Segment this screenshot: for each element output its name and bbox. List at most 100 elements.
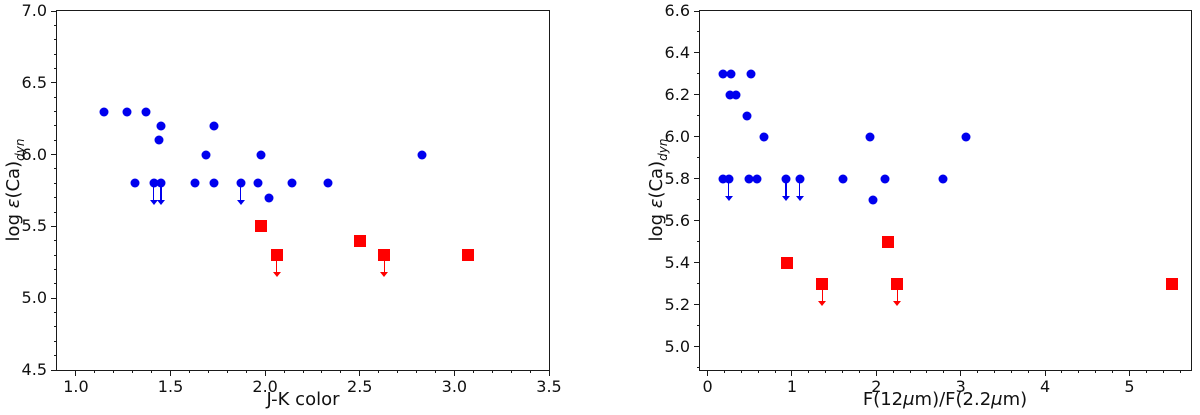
y-minor-tick xyxy=(54,211,57,213)
x-minor-tick xyxy=(892,370,894,373)
y-tick-label: 6.4 xyxy=(664,42,690,62)
blue-circle-marker xyxy=(746,69,756,79)
y-major-tick xyxy=(694,136,700,138)
y-major-tick xyxy=(51,225,57,227)
blue-circle-marker xyxy=(323,178,333,188)
x-major-tick xyxy=(791,370,793,376)
y-major-tick xyxy=(51,82,57,84)
x-minor-tick xyxy=(858,370,860,373)
y-major-tick xyxy=(51,10,57,12)
blue-circle-marker xyxy=(752,174,762,184)
blue-circle-marker xyxy=(141,107,151,117)
x-major-tick xyxy=(75,370,77,376)
upper-limit-arrow-stem xyxy=(821,286,823,302)
red-square-marker xyxy=(1165,277,1178,290)
blue-circle-marker xyxy=(838,174,848,184)
red-square-marker xyxy=(270,249,283,262)
y-tick-label: 5.5 xyxy=(21,216,47,236)
y-major-tick xyxy=(694,220,700,222)
upper-limit-arrow-head xyxy=(782,195,791,201)
x-tick-label: 3 xyxy=(955,377,966,396)
ylabel-prefix: log xyxy=(3,208,25,242)
x-minor-tick xyxy=(1162,370,1164,373)
upper-limit-arrow-head xyxy=(236,200,245,206)
upper-limit-arrow-head xyxy=(818,300,827,306)
y-minor-tick xyxy=(54,39,57,41)
x-minor-tick xyxy=(529,370,531,373)
blue-circle-marker xyxy=(149,178,158,188)
x-minor-tick xyxy=(113,370,115,373)
upper-limit-arrow-stem xyxy=(152,186,155,202)
x-minor-tick xyxy=(757,370,759,373)
x-major-tick xyxy=(548,370,550,376)
y-minor-tick xyxy=(54,96,57,98)
y-major-tick xyxy=(694,10,700,12)
x-tick-label: 3.0 xyxy=(441,377,468,396)
y-minor-tick xyxy=(697,367,700,369)
upper-limit-arrow-stem xyxy=(896,286,899,302)
red-square-marker xyxy=(816,277,829,290)
y-minor-tick xyxy=(697,241,700,243)
y-minor-tick xyxy=(54,240,57,242)
plot-area-right: 0 1 2 3 4 5 5.0 5.2 5.4 5.6 5.8 6.0 6.2 6.4 6.6 xyxy=(665,3,1192,395)
x-minor-tick xyxy=(510,370,512,373)
blue-circle-marker xyxy=(724,174,734,184)
y-major-tick xyxy=(694,178,700,180)
x-tick-label: 1 xyxy=(786,377,798,396)
x-minor-tick xyxy=(740,370,742,373)
upper-limit-arrow-head xyxy=(157,200,166,206)
blue-circle-marker xyxy=(209,178,219,188)
y-minor-tick xyxy=(54,139,57,141)
y-minor-tick xyxy=(697,283,700,285)
y-minor-tick xyxy=(54,197,57,199)
blue-circle-marker xyxy=(865,132,875,142)
y-tick-label: 6.6 xyxy=(664,1,690,20)
ylabel-subscript: dyn xyxy=(12,138,27,161)
epsilon-symbol: ε xyxy=(3,198,25,209)
y-tick-label: 6.0 xyxy=(664,126,690,146)
upper-limit-arrow-head xyxy=(272,272,281,278)
xlabel-part: F(12 xyxy=(862,389,904,410)
y-tick-label: 4.5 xyxy=(21,360,47,379)
x-tick-label: 4 xyxy=(1039,377,1051,396)
y-minor-tick xyxy=(697,157,700,159)
x-minor-tick xyxy=(1061,370,1063,373)
x-minor-tick xyxy=(1010,370,1012,373)
blue-circle-marker xyxy=(122,107,132,117)
x-minor-tick xyxy=(283,370,285,373)
x-tick-label: 1.0 xyxy=(63,377,89,396)
x-major-tick xyxy=(359,370,361,376)
y-tick-label: 5.8 xyxy=(664,168,690,188)
blue-circle-marker xyxy=(744,174,754,184)
x-minor-tick xyxy=(378,370,380,373)
y-minor-tick xyxy=(697,73,700,75)
blue-circle-marker xyxy=(256,150,266,160)
x-major-tick xyxy=(170,370,172,376)
y-minor-tick xyxy=(54,355,57,357)
upper-limit-arrow-head xyxy=(380,272,389,278)
x-axis-label-left: J-K color xyxy=(266,389,340,410)
x-minor-tick xyxy=(226,370,228,373)
blue-circle-marker xyxy=(795,174,805,184)
blue-circle-marker xyxy=(209,121,219,131)
y-minor-tick xyxy=(697,31,700,33)
y-minor-tick xyxy=(697,325,700,327)
blue-circle-marker xyxy=(99,107,109,117)
upper-limit-arrow-stem xyxy=(275,258,278,274)
red-square-marker xyxy=(353,234,366,247)
y-minor-tick xyxy=(697,199,700,201)
x-minor-tick xyxy=(132,370,134,373)
ylabel-subscript: dyn xyxy=(655,138,670,161)
blue-circle-marker xyxy=(938,174,948,184)
y-tick-label: 5.0 xyxy=(664,336,690,356)
y-major-tick xyxy=(694,94,700,96)
x-minor-tick xyxy=(340,370,342,373)
x-axis-label-right: F(12μm)/F(2.2μm) xyxy=(863,389,1027,410)
x-major-tick xyxy=(707,370,709,376)
blue-circle-marker xyxy=(725,90,735,100)
y-minor-tick xyxy=(54,340,57,342)
x-minor-tick xyxy=(397,370,399,373)
blue-circle-marker xyxy=(417,150,427,160)
y-major-tick xyxy=(51,369,57,371)
